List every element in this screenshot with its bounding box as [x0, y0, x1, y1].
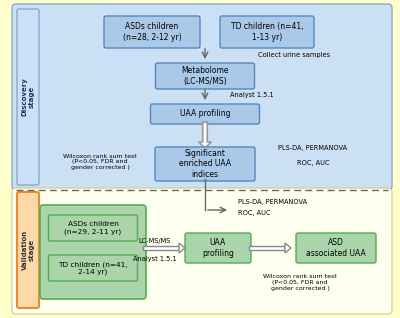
Text: TD children (n=41,
2-14 yr): TD children (n=41, 2-14 yr)	[58, 261, 128, 275]
Text: LC-MS/MS: LC-MS/MS	[139, 238, 171, 244]
FancyBboxPatch shape	[17, 192, 39, 308]
FancyBboxPatch shape	[150, 104, 260, 124]
Text: ASDs children
(n=29, 2-11 yr): ASDs children (n=29, 2-11 yr)	[64, 221, 122, 235]
Text: TD children (n=41,
1-13 yr): TD children (n=41, 1-13 yr)	[231, 22, 303, 42]
Text: ROC, AUC: ROC, AUC	[297, 160, 329, 166]
FancyBboxPatch shape	[185, 233, 251, 263]
Text: Significant
enriched UAA
indices: Significant enriched UAA indices	[179, 149, 231, 179]
FancyBboxPatch shape	[17, 9, 39, 185]
Text: PLS-DA, PERMANOVA: PLS-DA, PERMANOVA	[278, 145, 348, 151]
Text: Analyst 1.5.1: Analyst 1.5.1	[133, 256, 177, 262]
FancyBboxPatch shape	[12, 188, 392, 314]
FancyBboxPatch shape	[156, 63, 254, 89]
FancyBboxPatch shape	[104, 16, 200, 48]
Text: UAA profiling: UAA profiling	[180, 109, 230, 119]
Polygon shape	[285, 243, 291, 253]
Polygon shape	[143, 246, 179, 250]
FancyBboxPatch shape	[296, 233, 376, 263]
Text: UAA
profiling: UAA profiling	[202, 238, 234, 258]
Text: Wilcoxon rank sum test
(P<0.05, FDR and
gender corrected ): Wilcoxon rank sum test (P<0.05, FDR and …	[263, 274, 337, 291]
FancyBboxPatch shape	[40, 205, 146, 299]
Polygon shape	[179, 243, 185, 253]
Text: Discovery
stage: Discovery stage	[22, 78, 34, 116]
Text: Wilcoxon rank sum test
(P<0.05, FDR and
gender corrected ): Wilcoxon rank sum test (P<0.05, FDR and …	[63, 154, 137, 170]
Text: Collect urine samples: Collect urine samples	[258, 52, 330, 58]
Text: PLS-DA, PERMANOVA: PLS-DA, PERMANOVA	[238, 199, 307, 205]
FancyBboxPatch shape	[155, 147, 255, 181]
FancyBboxPatch shape	[12, 4, 392, 190]
Text: Analyst 1.5.1: Analyst 1.5.1	[230, 92, 274, 98]
Polygon shape	[249, 246, 285, 250]
Text: ROC, AUC: ROC, AUC	[238, 210, 271, 216]
FancyBboxPatch shape	[48, 215, 138, 241]
Text: ASD
associated UAA: ASD associated UAA	[306, 238, 366, 258]
Text: Validation
stage: Validation stage	[22, 230, 34, 270]
Text: ASDs children
(n=28, 2-12 yr): ASDs children (n=28, 2-12 yr)	[123, 22, 181, 42]
FancyBboxPatch shape	[48, 255, 138, 281]
Polygon shape	[199, 122, 211, 148]
Text: Metabolome
(LC-MS/MS): Metabolome (LC-MS/MS)	[181, 66, 229, 86]
FancyBboxPatch shape	[220, 16, 314, 48]
